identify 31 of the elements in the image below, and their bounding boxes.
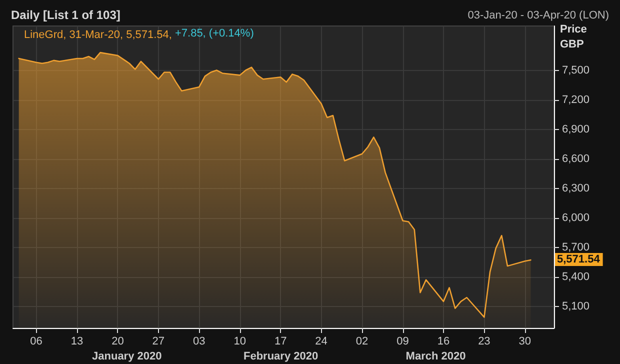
y-tick-label: 5,700 xyxy=(562,241,590,254)
y-tick-label: 6,900 xyxy=(562,123,590,136)
x-tick-label: 17 xyxy=(274,336,287,348)
y-tick-label: 7,500 xyxy=(562,64,590,76)
x-tick-label: 30 xyxy=(518,336,532,348)
y-axis-title: Price GBP xyxy=(560,24,587,50)
x-tick-label: 03 xyxy=(193,336,206,348)
x-tick-label: 27 xyxy=(152,336,165,348)
text: March 2020 xyxy=(406,350,466,362)
x-tick-label: 09 xyxy=(396,336,409,348)
x-tick-label: 23 xyxy=(478,336,490,348)
series-label: LineGrd, 31-Mar-20, 5,571.54, xyxy=(24,29,172,41)
text: February 2020 xyxy=(244,350,318,362)
x-tick-label: 10 xyxy=(234,336,246,348)
y-tick-label: 6,600 xyxy=(562,152,590,165)
x-tick-label: 20 xyxy=(112,336,124,348)
y-tick-label: 5,400 xyxy=(562,270,590,283)
x-tick-label: 13 xyxy=(70,336,84,348)
y-tick-label: 6,300 xyxy=(562,182,590,194)
x-tick-label: 06 xyxy=(30,336,42,348)
y-tick-label: 6,000 xyxy=(562,212,590,224)
annotation: +7.85, (+0.14%) xyxy=(174,28,254,40)
y-tick-label: 7,200 xyxy=(562,94,590,106)
y-tick-label: 5,100 xyxy=(562,300,590,312)
x-tick-label: 02 xyxy=(356,336,368,348)
chart-subtitle: 03-Jan-20 - 03-Apr-20 (LON) xyxy=(468,10,610,22)
x-tick-label: 24 xyxy=(315,336,328,348)
chart-title: Daily [List 1 of 103] xyxy=(11,8,120,22)
x-tick-label: 16 xyxy=(437,336,450,348)
text: January 2020 xyxy=(92,350,162,362)
annotation: 5,571.54 xyxy=(557,253,601,266)
